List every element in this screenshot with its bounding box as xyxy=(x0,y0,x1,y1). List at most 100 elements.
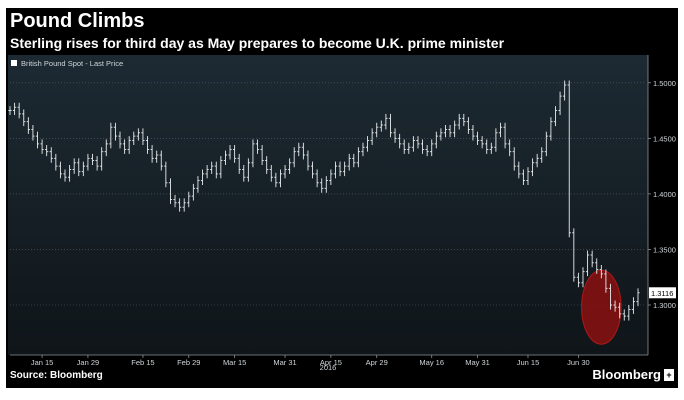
price-bar xyxy=(526,167,530,185)
price-bar xyxy=(517,161,521,179)
price-bar xyxy=(301,142,305,160)
price-bar xyxy=(416,136,420,149)
price-bar xyxy=(219,156,223,179)
price-bar xyxy=(375,122,379,138)
x-axis-year: 2016 xyxy=(320,363,337,372)
price-bar xyxy=(12,102,17,115)
last-price-box xyxy=(649,287,676,299)
price-bar xyxy=(567,80,571,238)
price-bar xyxy=(365,136,370,152)
price-bar xyxy=(269,165,273,182)
price-bar xyxy=(260,145,264,165)
price-bar xyxy=(200,169,205,185)
price-bar xyxy=(95,156,99,171)
price-bar xyxy=(297,142,301,157)
price-bar xyxy=(457,113,461,130)
price-bar xyxy=(283,165,287,179)
price-bar xyxy=(604,269,608,293)
x-tick-label: Feb 29 xyxy=(177,358,200,367)
price-bar xyxy=(155,150,159,163)
price-bar xyxy=(40,139,44,154)
price-bar xyxy=(338,161,342,177)
price-bar xyxy=(132,131,136,145)
price-bar xyxy=(265,156,269,174)
price-bar xyxy=(585,250,590,277)
price-bar xyxy=(535,153,539,168)
price-bar xyxy=(292,147,296,168)
price-bar xyxy=(572,228,576,282)
price-bar xyxy=(168,178,173,204)
price-bar xyxy=(17,102,21,119)
price-bar xyxy=(420,139,425,154)
price-bar xyxy=(127,136,131,154)
price-bar xyxy=(361,142,365,157)
price-bar xyxy=(329,169,333,185)
price-bar xyxy=(448,125,452,138)
price-bar xyxy=(118,131,122,149)
y-tick-label: 1.5000 xyxy=(653,79,676,88)
price-bar xyxy=(595,258,599,274)
price-bar xyxy=(475,131,480,145)
price-bar xyxy=(498,122,503,138)
price-bar xyxy=(251,139,255,168)
source-note: Source: Bloomberg xyxy=(10,370,103,381)
chart-title: Pound Climbs xyxy=(10,10,145,32)
price-bar xyxy=(333,161,338,179)
price-bar xyxy=(512,147,516,171)
chart-subtitle: Sterling rises for third day as May prep… xyxy=(10,35,505,51)
price-bar xyxy=(141,128,145,145)
price-bar xyxy=(384,113,388,130)
price-bar xyxy=(223,150,228,165)
price-bar xyxy=(187,191,191,208)
price-bar xyxy=(627,305,631,321)
price-bar xyxy=(521,169,526,185)
price-bar xyxy=(636,288,640,307)
price-bar xyxy=(242,165,246,182)
x-tick-label: Jun 15 xyxy=(517,358,540,367)
price-bar xyxy=(503,122,507,149)
price-bar xyxy=(480,136,484,149)
price-bar xyxy=(54,153,58,171)
price-bar xyxy=(214,161,218,179)
price-bar xyxy=(530,158,535,177)
price-bar xyxy=(453,120,457,138)
price-bar xyxy=(320,178,324,193)
price-bar xyxy=(109,122,113,149)
price-bar xyxy=(182,198,186,212)
price-bar xyxy=(100,147,104,171)
price-bar xyxy=(613,300,617,312)
price-bar xyxy=(150,145,154,163)
price-bar xyxy=(558,91,562,115)
price-bar xyxy=(356,147,360,168)
price-bar xyxy=(22,109,26,127)
price-bar xyxy=(398,133,402,149)
price-bar xyxy=(343,161,347,177)
price-bar xyxy=(544,131,548,157)
price-bar xyxy=(622,309,626,321)
price-bar xyxy=(45,145,49,157)
price-bar xyxy=(77,158,81,177)
price-bar xyxy=(563,80,567,101)
price-bar xyxy=(581,267,585,288)
price-bar xyxy=(228,145,232,160)
y-tick-label: 1.4500 xyxy=(653,134,676,143)
x-tick-label: May 31 xyxy=(465,358,490,367)
price-bar xyxy=(278,169,283,188)
price-bar xyxy=(81,161,85,177)
price-bar xyxy=(553,106,558,127)
x-tick-label: Apr 29 xyxy=(366,358,388,367)
price-bar xyxy=(599,265,603,279)
price-bar xyxy=(411,136,415,152)
price-bar xyxy=(388,113,393,138)
x-tick-label: Jan 15 xyxy=(31,358,54,367)
price-chart: 1.3000 1.3500 1.4000 1.4500 1.5000 1.3116 Jan… xyxy=(8,55,676,372)
price-bar xyxy=(173,195,177,208)
price-bar xyxy=(104,139,108,157)
price-bar xyxy=(237,153,241,174)
y-tick-label: 1.3500 xyxy=(653,245,676,254)
price-bar xyxy=(164,161,168,188)
price-bar xyxy=(485,139,489,154)
legend-label: British Pound Spot - Last Price xyxy=(21,59,123,68)
price-bar xyxy=(370,128,374,145)
price-bar xyxy=(31,125,35,141)
